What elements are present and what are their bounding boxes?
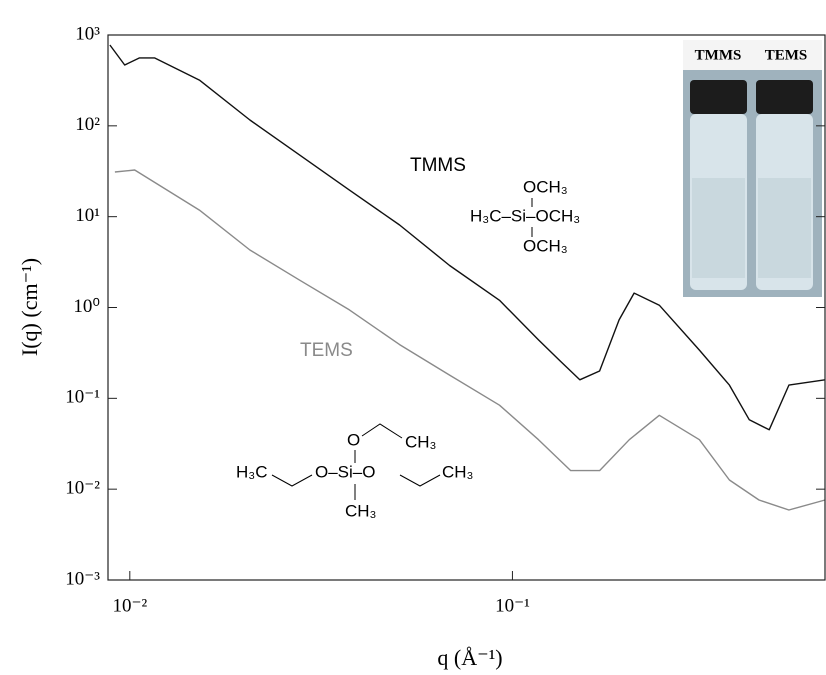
bond (399, 474, 441, 487)
vial-liquid (692, 178, 745, 278)
inset-photo: TMMS TEMS (683, 40, 822, 297)
formula-text: OCH₃ (523, 177, 568, 196)
formula-text: CH₃ (405, 432, 436, 451)
y-tick-label: 10² (75, 114, 100, 135)
plot-area (109, 44, 826, 511)
vial-liquid (758, 178, 811, 278)
y-tick-label: 10¹ (75, 205, 100, 226)
y-tick-label: 10³ (75, 23, 100, 44)
y-axis-title: I(q) (cm⁻¹) (17, 258, 42, 356)
bond (361, 423, 403, 439)
series-line (109, 44, 826, 431)
tems-structure: O CH₃ H₃C O–Si–O CH₃ CH₃ (236, 423, 473, 520)
bond (271, 474, 313, 487)
y-tick-label: 10⁻² (65, 478, 100, 499)
series-annotation: TMMS (410, 155, 466, 176)
formula-text: O–Si–O (315, 462, 375, 481)
vial-cap (690, 80, 747, 114)
formula-text: OCH₃ (523, 236, 568, 255)
x-tick-label: 10⁻¹ (495, 595, 530, 616)
formula-text: CH₃ (442, 462, 473, 481)
formula-text: H₃C (236, 462, 267, 481)
y-tick-label: 10⁻¹ (65, 387, 100, 408)
formula-text: O (347, 430, 360, 449)
inset-label: TEMS (765, 47, 808, 63)
formula-text: CH₃ (345, 501, 376, 520)
y-tick-label: 10⁻³ (65, 568, 100, 589)
x-tick-label: 10⁻² (112, 595, 147, 616)
vial-cap (756, 80, 813, 114)
series-line (114, 169, 826, 511)
y-tick-label: 10⁰ (73, 296, 100, 317)
x-axis-title: q (Å⁻¹) (437, 645, 502, 670)
tmms-structure: OCH₃ H₃C–Si–OCH₃ OCH₃ (470, 177, 580, 255)
formula-text: H₃C–Si–OCH₃ (470, 206, 580, 225)
series-annotation: TEMS (300, 340, 353, 361)
inset-label: TMMS (695, 47, 742, 63)
